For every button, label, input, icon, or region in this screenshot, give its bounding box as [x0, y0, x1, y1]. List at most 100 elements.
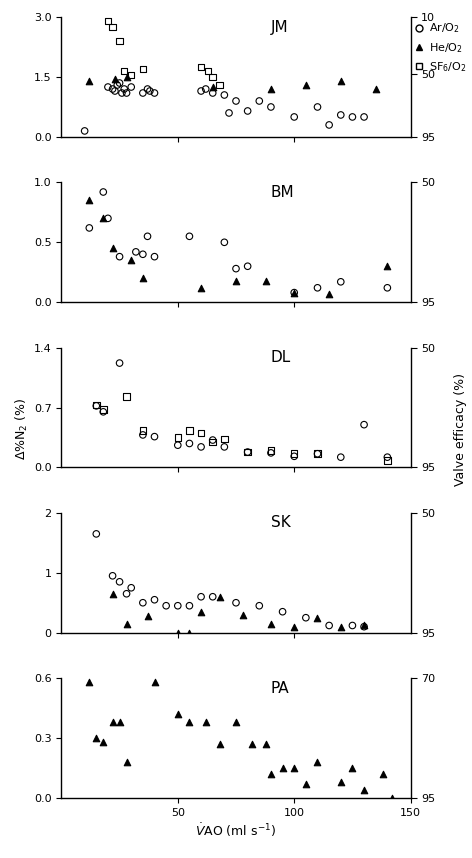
- Point: [209, 86, 217, 100]
- Text: PA: PA: [271, 680, 289, 696]
- Point: [220, 432, 228, 446]
- Point: [139, 247, 147, 261]
- Legend: Ar/O$_2$, He/O$_2$, SF$_6$/O$_2$: Ar/O$_2$, He/O$_2$, SF$_6$/O$_2$: [409, 17, 471, 78]
- Point: [232, 262, 240, 275]
- Point: [111, 84, 118, 98]
- Point: [349, 619, 356, 632]
- Point: [290, 619, 298, 633]
- Point: [360, 619, 368, 632]
- Point: [81, 124, 88, 138]
- Point: [109, 21, 117, 34]
- Point: [384, 259, 391, 273]
- Point: [302, 78, 310, 92]
- Point: [349, 110, 356, 124]
- Point: [139, 86, 147, 100]
- Point: [372, 82, 379, 96]
- Point: [185, 599, 193, 613]
- Point: [109, 569, 117, 583]
- Point: [290, 110, 298, 124]
- Point: [116, 356, 123, 370]
- Point: [216, 590, 223, 604]
- Point: [267, 767, 275, 781]
- Point: [202, 716, 210, 729]
- Text: Valve efficacy (%): Valve efficacy (%): [454, 372, 467, 486]
- Point: [109, 716, 117, 729]
- Point: [116, 34, 123, 48]
- Point: [139, 595, 147, 609]
- Point: [384, 454, 391, 468]
- Point: [314, 755, 321, 769]
- Point: [132, 245, 140, 259]
- Point: [120, 82, 128, 96]
- Point: [174, 599, 182, 613]
- Point: [144, 229, 152, 243]
- Point: [290, 761, 298, 775]
- Point: [139, 271, 147, 285]
- Point: [197, 84, 205, 98]
- Point: [267, 617, 275, 631]
- Point: [104, 211, 112, 225]
- Point: [325, 287, 333, 300]
- Point: [197, 590, 205, 604]
- Point: [116, 250, 123, 263]
- Point: [116, 76, 123, 90]
- Point: [388, 791, 396, 805]
- Point: [100, 735, 107, 749]
- Point: [174, 707, 182, 721]
- Point: [225, 106, 233, 120]
- Point: [151, 250, 158, 263]
- Point: [325, 619, 333, 632]
- Point: [174, 431, 182, 444]
- Point: [244, 445, 252, 459]
- Point: [100, 402, 107, 416]
- Point: [123, 70, 130, 84]
- Point: [127, 253, 135, 267]
- Point: [302, 777, 310, 791]
- Point: [244, 259, 252, 273]
- Point: [85, 221, 93, 235]
- Point: [239, 607, 247, 621]
- Point: [197, 440, 205, 454]
- Point: [139, 424, 147, 438]
- Point: [267, 444, 275, 457]
- Point: [244, 104, 252, 118]
- Point: [279, 761, 287, 775]
- Point: [314, 447, 321, 461]
- Text: BM: BM: [271, 184, 295, 200]
- Point: [255, 599, 263, 613]
- Point: [267, 100, 275, 114]
- Point: [302, 611, 310, 625]
- Point: [267, 82, 275, 96]
- Point: [185, 716, 193, 729]
- Point: [109, 241, 117, 255]
- Point: [139, 428, 147, 442]
- Point: [209, 590, 217, 604]
- Point: [93, 399, 100, 413]
- Point: [185, 625, 193, 639]
- Point: [314, 281, 321, 294]
- Point: [127, 80, 135, 94]
- X-axis label: $\dot{V}$AO (ml s$^{-1}$): $\dot{V}$AO (ml s$^{-1}$): [195, 822, 277, 839]
- Point: [123, 587, 130, 601]
- Point: [197, 281, 205, 294]
- Text: SK: SK: [271, 516, 291, 530]
- Point: [249, 737, 256, 751]
- Point: [123, 86, 130, 100]
- Point: [93, 527, 100, 541]
- Point: [244, 445, 252, 459]
- Point: [337, 275, 345, 288]
- Point: [337, 450, 345, 464]
- Point: [262, 274, 270, 287]
- Point: [123, 617, 130, 631]
- Point: [162, 599, 170, 613]
- Point: [185, 424, 193, 438]
- Point: [116, 575, 123, 589]
- Point: [146, 84, 153, 98]
- Point: [185, 437, 193, 450]
- Point: [337, 74, 345, 88]
- Point: [151, 675, 158, 689]
- Point: [360, 418, 368, 432]
- Text: DL: DL: [271, 350, 291, 365]
- Point: [314, 447, 321, 461]
- Point: [209, 435, 217, 449]
